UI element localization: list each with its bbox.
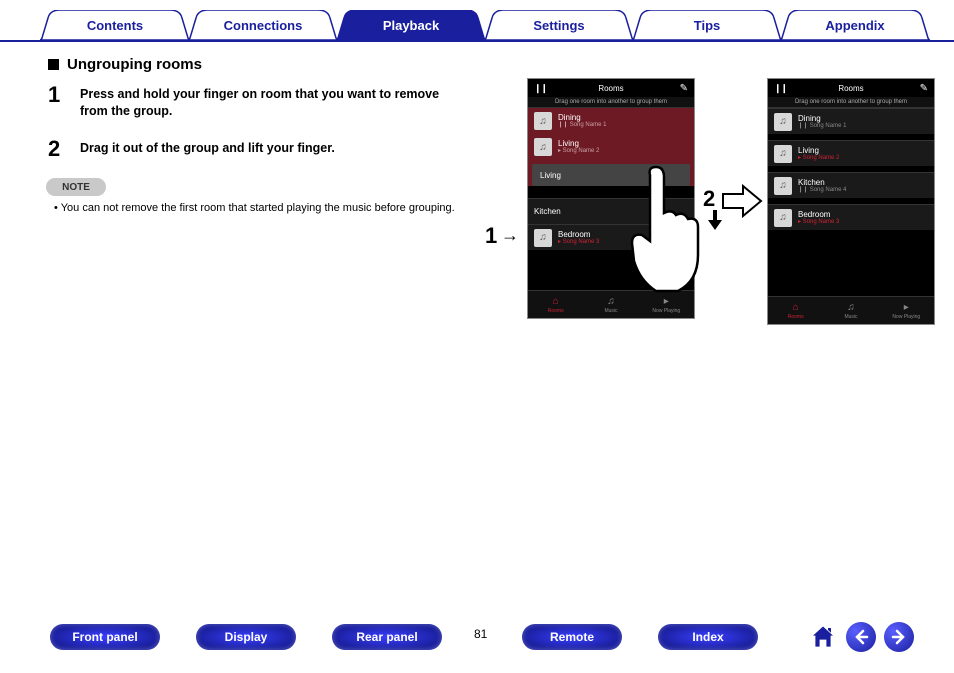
note-text: You can not remove the first room that s… — [54, 202, 484, 214]
step-2-text: Drag it out of the group and lift your f… — [80, 140, 468, 157]
callout-2: 2 — [703, 186, 715, 212]
music-note-icon: ♫ — [774, 145, 792, 163]
phone2-room-kitchen: ♫ Kitchen❙❙ Song Name 4 — [768, 172, 934, 198]
step-2-number: 2 — [48, 136, 60, 162]
right-arrow-icon — [721, 184, 763, 218]
music-note-icon: ♫ — [534, 138, 552, 156]
phone2-nav-rooms: ⌂Rooms — [768, 297, 823, 324]
hand-pointer-icon — [620, 163, 720, 303]
pause-icon: ❙❙ — [774, 83, 787, 94]
callout-1: 1 — [485, 223, 497, 249]
phone2-nav-now: ▸Now Playing — [879, 297, 934, 324]
music-note-icon: ♫ — [774, 209, 792, 227]
music-icon: ♫ — [847, 302, 855, 313]
tab-playback-label: Playback — [383, 18, 439, 33]
rooms-icon: ⌂ — [793, 302, 799, 313]
phone2-hint: Drag one room into another to group them — [768, 97, 934, 108]
phone1-titlebar: ❙❙ Rooms ✎ — [528, 79, 694, 97]
rear-panel-button[interactable]: Rear panel — [332, 624, 442, 650]
prev-page-button[interactable] — [846, 622, 876, 652]
phone1-nav-rooms: ⌂Rooms — [528, 291, 583, 318]
tab-appendix[interactable]: Appendix — [780, 10, 930, 40]
heading-text: Ungrouping rooms — [67, 56, 202, 73]
rooms-icon: ⌂ — [553, 296, 559, 307]
top-tabs: Contents Connections Playback Settings T… — [0, 10, 954, 42]
tab-playback[interactable]: Playback — [336, 10, 486, 40]
phone2-bottombar: ⌂Rooms ♫Music ▸Now Playing — [768, 296, 934, 324]
phone1-hint: Drag one room into another to group them — [528, 97, 694, 108]
phone1-room-living: ♫ Living▸ Song Name 2 — [528, 134, 694, 160]
step-1-number: 1 — [48, 82, 60, 108]
phone1-room-dining: ♫ Dining❙❙ Song Name 1 — [528, 108, 694, 134]
tab-tips[interactable]: Tips — [632, 10, 782, 40]
down-arrow-icon — [708, 210, 722, 230]
next-page-button[interactable] — [884, 622, 914, 652]
tab-contents-label: Contents — [87, 18, 143, 33]
step-1: 1 Press and hold your finger on room tha… — [48, 86, 468, 120]
music-icon: ♫ — [607, 296, 615, 307]
tab-settings-label: Settings — [533, 18, 584, 33]
bottom-bar: Front panel Display Rear panel 81 Remote… — [0, 619, 954, 655]
note-pill: NOTE — [46, 178, 106, 196]
edit-icon: ✎ — [920, 83, 928, 94]
music-note-icon: ♫ — [774, 177, 792, 195]
front-panel-button[interactable]: Front panel — [50, 624, 160, 650]
step-2: 2 Drag it out of the group and lift your… — [48, 140, 468, 157]
phone2-room-dining: ♫ Dining❙❙ Song Name 1 — [768, 108, 934, 134]
step-1-text: Press and hold your finger on room that … — [80, 86, 468, 120]
tab-tips-label: Tips — [694, 18, 721, 33]
tab-appendix-label: Appendix — [825, 18, 884, 33]
section-heading: Ungrouping rooms — [48, 56, 202, 73]
tab-settings[interactable]: Settings — [484, 10, 634, 40]
play-icon: ▸ — [904, 302, 909, 313]
nav-icons — [808, 622, 914, 652]
tab-connections[interactable]: Connections — [188, 10, 338, 40]
tab-connections-label: Connections — [224, 18, 303, 33]
page-number: 81 — [474, 627, 487, 641]
display-button[interactable]: Display — [196, 624, 296, 650]
music-note-icon: ♫ — [534, 229, 552, 247]
square-bullet-icon — [48, 59, 59, 70]
remote-button[interactable]: Remote — [522, 624, 622, 650]
phone-screenshot-2: ❙❙ Rooms ✎ Drag one room into another to… — [767, 78, 935, 325]
music-note-icon: ♫ — [534, 112, 552, 130]
phone1-title: Rooms — [598, 84, 623, 93]
arrow-1-icon: → — [501, 225, 519, 246]
phone2-room-bedroom: ♫ Bedroom▸ Song Name 3 — [768, 204, 934, 230]
phone2-title: Rooms — [838, 84, 863, 93]
index-button[interactable]: Index — [658, 624, 758, 650]
phone2-nav-music: ♫Music — [823, 297, 878, 324]
tab-contents[interactable]: Contents — [40, 10, 190, 40]
phone2-room-living: ♫ Living▸ Song Name 2 — [768, 140, 934, 166]
edit-icon: ✎ — [680, 83, 688, 94]
pause-icon: ❙❙ — [534, 83, 547, 94]
home-button[interactable] — [808, 622, 838, 652]
phone2-titlebar: ❙❙ Rooms ✎ — [768, 79, 934, 97]
music-note-icon: ♫ — [774, 113, 792, 131]
note-label: NOTE — [62, 182, 90, 193]
